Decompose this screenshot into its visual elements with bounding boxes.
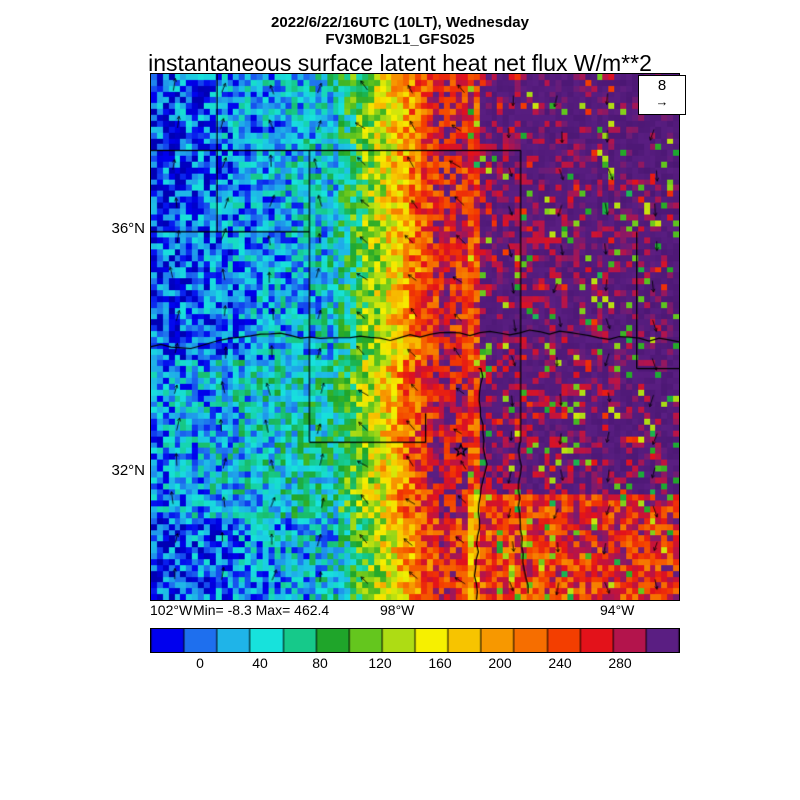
heatmap-canvas[interactable] <box>150 73 680 601</box>
wind-legend-box[interactable]: 8 → <box>638 75 686 115</box>
model-label: FV3M0B2L1_GFS025 <box>0 31 800 48</box>
colorbar-tick-160: 160 <box>428 655 451 671</box>
lon-label-102W: 102°W <box>150 602 192 618</box>
colorbar-tick-240: 240 <box>548 655 571 671</box>
lon-label-98W: 98°W <box>380 602 414 618</box>
wind-barb-scale-arrow-icon: → <box>639 94 685 109</box>
header-titles: 2022/6/22/16UTC (10LT), Wednesday FV3M0B… <box>0 14 800 77</box>
colorbar-tick-120: 120 <box>368 655 391 671</box>
colorbar-tick-40: 40 <box>252 655 268 671</box>
min-max-label: Min= -8.3 Max= 462.4 <box>193 602 329 618</box>
root-page: 2022/6/22/16UTC (10LT), Wednesday FV3M0B… <box>0 0 800 800</box>
lat-label-32N: 32°N <box>95 462 145 479</box>
lat-label-36N: 36°N <box>95 220 145 237</box>
wind-legend-value: 8 <box>639 77 685 94</box>
colorbar-tick-200: 200 <box>488 655 511 671</box>
colorbar-canvas[interactable] <box>150 628 680 653</box>
datetime-label: 2022/6/22/16UTC (10LT), Wednesday <box>0 14 800 31</box>
lon-label-94W: 94°W <box>600 602 634 618</box>
colorbar-tick-0: 0 <box>196 655 204 671</box>
colorbar-tick-80: 80 <box>312 655 328 671</box>
colorbar-tick-280: 280 <box>608 655 631 671</box>
